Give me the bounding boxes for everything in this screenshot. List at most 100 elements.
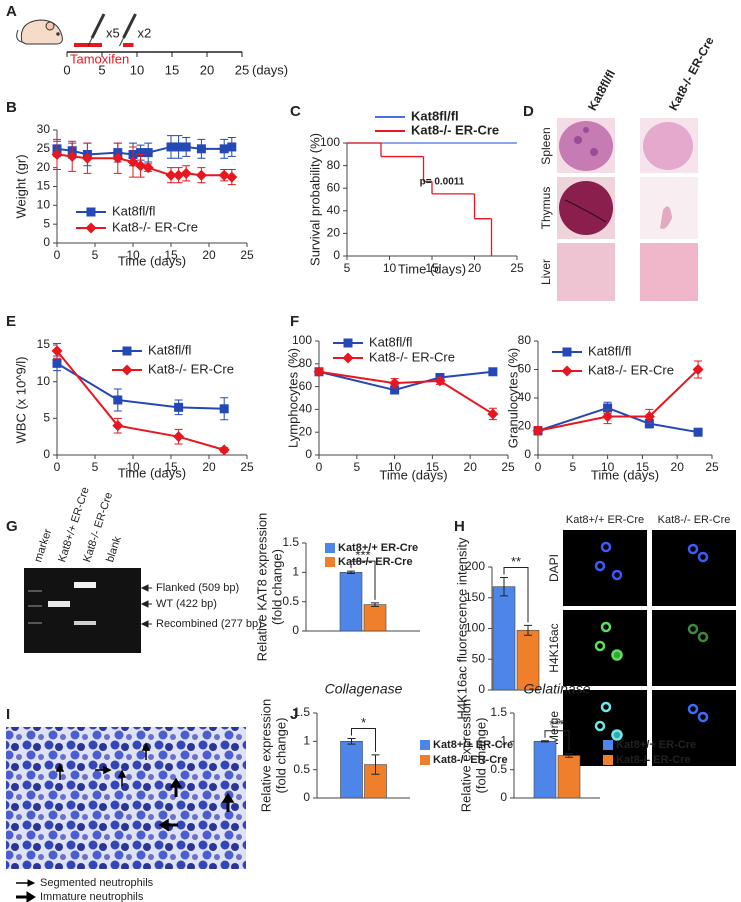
x-tick-label: 0 [63,62,70,77]
x-tick-label: 0 [54,248,61,262]
marker [51,148,63,160]
x-tick-label: 20 [468,261,482,275]
marker [136,148,146,158]
y-axis-label: (fold change) [269,549,284,625]
marker [85,222,97,234]
y-tick-label: 0 [303,790,310,804]
x-axis-label: Time (days) [118,465,186,480]
marker [174,142,184,152]
marker [343,338,353,348]
x-axis-label: Time (days) [591,467,659,482]
x-axis-label: Time (days) [379,467,447,482]
y-tick-label: 15 [37,179,51,193]
x-axis-label: (days) [252,62,288,77]
x-tick-label: 10 [388,460,402,474]
column-header: Kat8-/- ER-Cre [666,34,717,113]
x-tick-label: 25 [235,62,249,77]
y-axis-label: Granulocytes (%) [505,348,520,448]
error-bar [541,740,549,743]
y-tick-label: 40 [518,390,532,404]
marker [342,352,354,364]
legend-label: Segmented neutrophils [40,877,154,889]
y-tick-label: 40 [299,402,313,416]
y-tick-label: 20 [518,419,532,433]
y-tick-label: 40 [327,203,341,217]
panel-letter: G [6,518,18,535]
x-tick-label: 20 [202,460,216,474]
annotation: *** [549,717,564,732]
panel-letter: C [290,103,301,120]
significance-bracket [503,566,529,623]
marker [434,375,446,387]
marker [66,150,78,162]
y-tick-label: 0 [500,790,507,804]
annotation: ** [511,554,521,569]
syringe-needle [119,37,124,47]
y-tick-label: 0 [43,235,50,249]
chart-title: Gelatinase [524,681,591,697]
x-tick-label: 10 [130,62,144,77]
x-tick-label: 25 [510,261,524,275]
y-axis-label: Relative expression [458,699,473,812]
marker [196,144,206,154]
y-tick-label: 0 [478,682,485,696]
x-tick-label: 15 [636,460,650,474]
marker [180,167,192,179]
x-tick-label: 15 [425,261,439,275]
error-bar [500,576,508,597]
marker [181,142,191,152]
error-bar [565,753,573,758]
x-tick-label: 25 [501,460,515,474]
y-tick-label: 80 [518,333,532,347]
x-axis-label: Time (days) [398,261,466,276]
legend-label: Immature neutrophils [40,891,144,902]
column-header: Kat8-/- ER-Cre [658,514,731,526]
x-tick-label: 5 [98,62,105,77]
y-tick-label: 30 [37,122,51,136]
significance-bracket [350,560,376,600]
legend-label: Kat8-/- ER-Cre [588,362,674,377]
legend-swatch [420,740,430,750]
x-tick-label: 0 [54,460,61,474]
dose-label: x5 [106,25,120,40]
legend-swatch [325,557,335,567]
chart-title: Collagenase [325,681,403,697]
marker [81,152,93,164]
y-axis-label: Weight (gr) [13,154,28,218]
syringe [122,13,137,39]
legend-label: Kat8fl/fl [148,342,191,357]
series-line [537,368,699,432]
marker [121,364,133,376]
y-tick-label: 10 [37,374,51,388]
x-tick-label: 10 [126,460,140,474]
bar [363,604,387,632]
y-tick-label: 10 [37,198,51,212]
tamoxifen-period [123,43,134,47]
marker [51,345,63,357]
row-label: H4K16ac [547,623,561,672]
bar [557,755,581,799]
syringe-needle [87,37,93,47]
y-axis-label: H4K16ac fluorescence intensity [454,537,469,720]
y-tick-label: 1.5 [293,705,310,719]
legend-label: Kat8+/+ ER-Cre [433,739,513,751]
y-axis-label: Lymphocytes (%) [285,348,300,448]
marker [488,367,498,377]
row-label: Thymus [539,187,553,230]
error-bar [371,754,380,775]
marker [692,364,704,375]
y-axis-label: Relative KAT8 expression [254,513,269,662]
band-label: Recombined (277 bp) [156,618,262,630]
marker [218,444,230,456]
column-header: Kat8fl/fl [585,67,618,112]
y-tick-label: 5 [43,216,50,230]
x-tick-label: 15 [164,460,178,474]
legend-label: Kat8-/- ER-Cre [616,754,691,766]
band-label: WT (422 bp) [156,598,217,610]
y-tick-label: 20 [37,160,51,174]
marker [219,144,229,154]
y-axis-label: Survival probability (%) [307,133,322,266]
marker [218,169,230,181]
band-label: Flanked (509 bp) [156,582,239,594]
panel-letter: I [6,706,10,723]
